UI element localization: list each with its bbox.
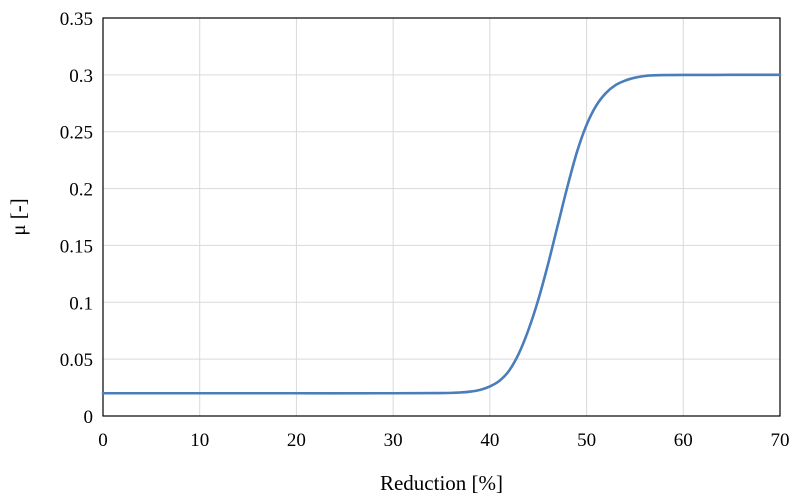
y-tick-label: 0.3 — [69, 66, 93, 87]
x-tick-label: 70 — [771, 430, 790, 451]
y-tick-label: 0.1 — [69, 293, 93, 314]
x-tick-label: 20 — [287, 430, 306, 451]
y-tick-label: 0.2 — [69, 180, 93, 201]
y-tick-label: 0.35 — [60, 9, 93, 30]
x-axis-title: Reduction [%] — [380, 471, 503, 495]
grid-lines — [103, 18, 780, 416]
x-tick-label: 50 — [577, 430, 596, 451]
y-tick-label: 0.05 — [60, 350, 93, 371]
plot-area-frame — [102, 17, 781, 417]
x-tick-label: 60 — [674, 430, 693, 451]
y-tick-label: 0 — [84, 407, 94, 428]
y-axis-title: μ [-] — [6, 198, 30, 236]
x-tick-label: 10 — [190, 430, 209, 451]
x-tick-label: 0 — [98, 430, 108, 451]
tick-labels: 0 10 20 30 40 50 60 70 0 0.05 0.1 0.15 0.2 0.25 0.3 0.3… — [60, 9, 790, 451]
series-group — [101, 73, 782, 395]
series-line-0 — [101, 73, 782, 395]
y-tick-label: 0.25 — [60, 123, 93, 144]
y-tick-label: 0.15 — [60, 236, 93, 257]
x-tick-label: 40 — [480, 430, 499, 451]
x-tick-label: 30 — [384, 430, 403, 451]
